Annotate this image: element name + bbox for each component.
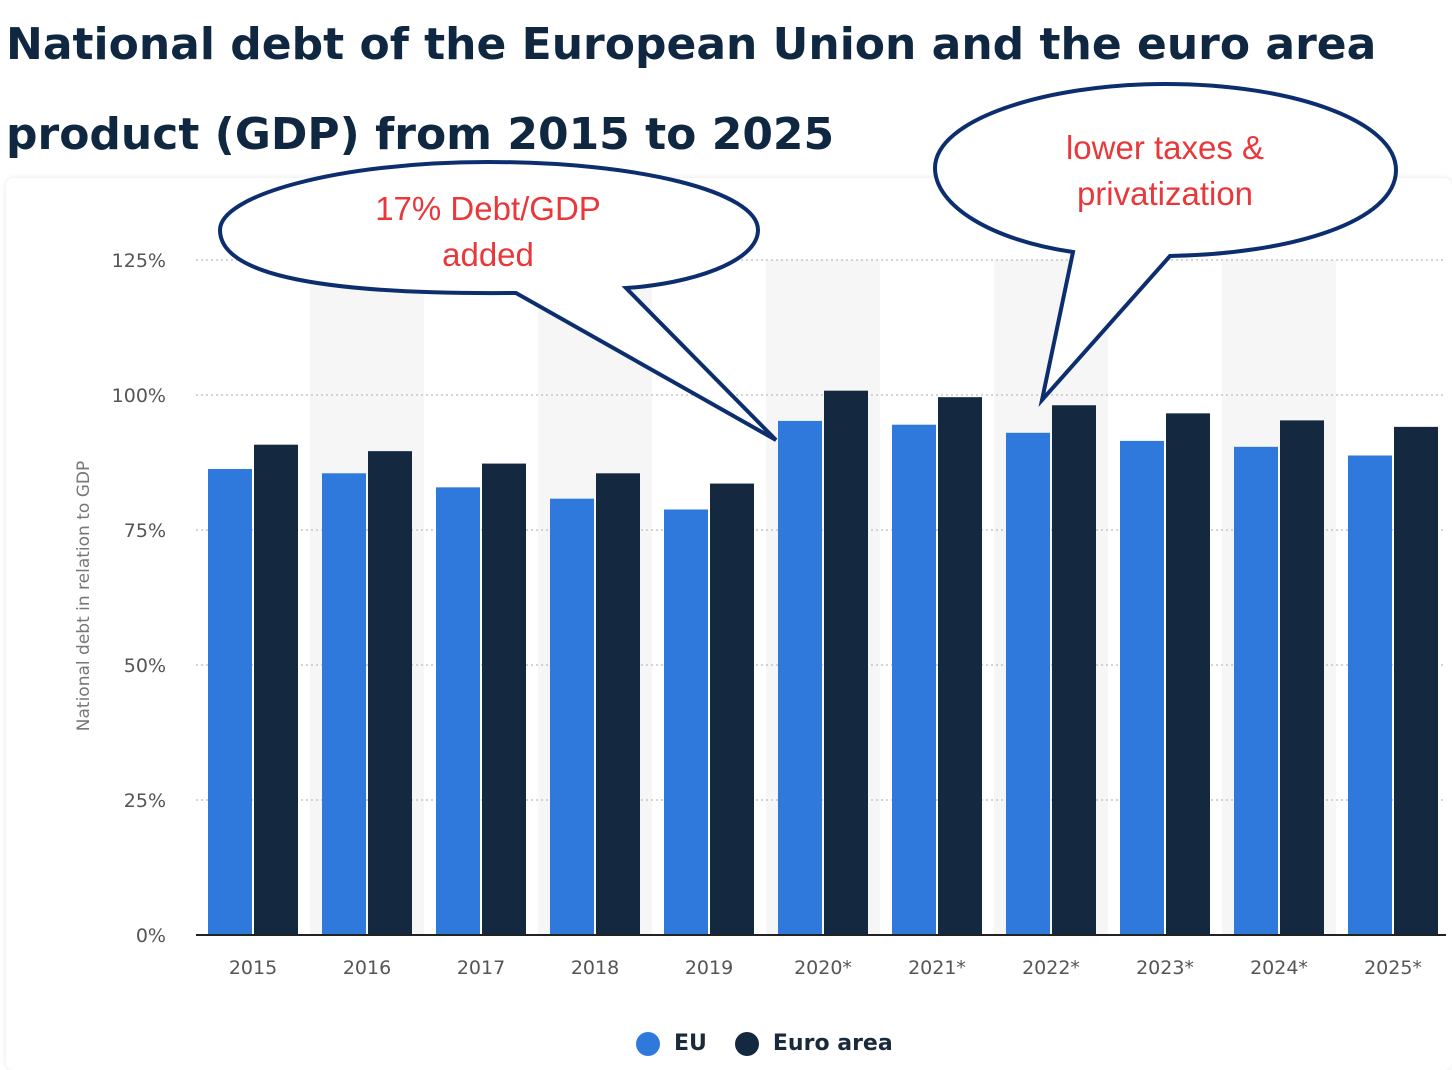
bar-euro-area-6[interactable]: [938, 397, 982, 935]
x-tick-label: 2025*: [1364, 957, 1422, 979]
bar-euro-area-7[interactable]: [1052, 405, 1096, 935]
chart-legend: EU Euro area: [636, 1031, 921, 1056]
bar-eu-2[interactable]: [436, 487, 480, 935]
x-tick-label: 2024*: [1250, 957, 1308, 979]
x-tick-label: 2017: [457, 957, 505, 979]
bar-euro-area-0[interactable]: [254, 444, 298, 935]
x-tick-label: 2020*: [794, 957, 852, 979]
bar-euro-area-2[interactable]: [482, 463, 526, 935]
y-tick-label: 100%: [112, 385, 166, 407]
bar-euro-area-9[interactable]: [1280, 420, 1324, 935]
chart-title: National debt of the European Union and …: [6, 19, 1377, 160]
y-axis-label: National debt in relation to GDP: [74, 460, 94, 732]
bar-euro-area-10[interactable]: [1394, 426, 1438, 935]
x-tick-label: 2019: [685, 957, 733, 979]
legend-item-eu[interactable]: EU: [636, 1031, 707, 1056]
bar-eu-3[interactable]: [550, 498, 594, 935]
bar-eu-6[interactable]: [892, 424, 936, 935]
x-tick-label: 2022*: [1022, 957, 1080, 979]
bar-euro-area-8[interactable]: [1166, 413, 1210, 935]
x-tick-label: 2021*: [908, 957, 966, 979]
x-tick-label: 2015: [229, 957, 277, 979]
bar-eu-5[interactable]: [778, 420, 822, 935]
legend-label-euro-area: Euro area: [772, 1031, 893, 1056]
bar-eu-8[interactable]: [1120, 440, 1164, 935]
bar-eu-1[interactable]: [322, 473, 366, 935]
bar-euro-area-3[interactable]: [596, 473, 640, 935]
x-tick-label: 2016: [343, 957, 391, 979]
annotation-debt-added: 17% Debt/GDP added: [375, 190, 601, 273]
x-tick-label: 2023*: [1136, 957, 1194, 979]
y-tick-label: 25%: [124, 790, 166, 812]
y-tick-label: 0%: [136, 925, 166, 947]
bar-euro-area-5[interactable]: [824, 390, 868, 935]
callout-bubble-debt: [217, 159, 778, 442]
bar-eu-4[interactable]: [664, 509, 708, 935]
y-tick-label: 75%: [124, 520, 166, 542]
legend-label-eu: EU: [674, 1031, 707, 1056]
y-tick-label: 50%: [124, 655, 166, 677]
y-tick-label: 125%: [112, 250, 166, 272]
callout-bubble-taxes: [932, 81, 1399, 407]
bar-eu-9[interactable]: [1234, 446, 1278, 935]
bar-euro-area-1[interactable]: [368, 451, 412, 935]
bar-euro-area-4[interactable]: [710, 483, 754, 935]
legend-item-euro-area[interactable]: Euro area: [734, 1031, 893, 1056]
bar-eu-7[interactable]: [1006, 432, 1050, 935]
legend-swatch-eu: [636, 1031, 660, 1056]
annotation-lower-taxes: lower taxes & privatization: [1065, 129, 1265, 212]
bar-eu-0[interactable]: [208, 468, 252, 935]
x-tick-label: 2018: [571, 957, 619, 979]
bar-eu-10[interactable]: [1348, 455, 1392, 935]
legend-swatch-euro-area: [734, 1031, 759, 1056]
